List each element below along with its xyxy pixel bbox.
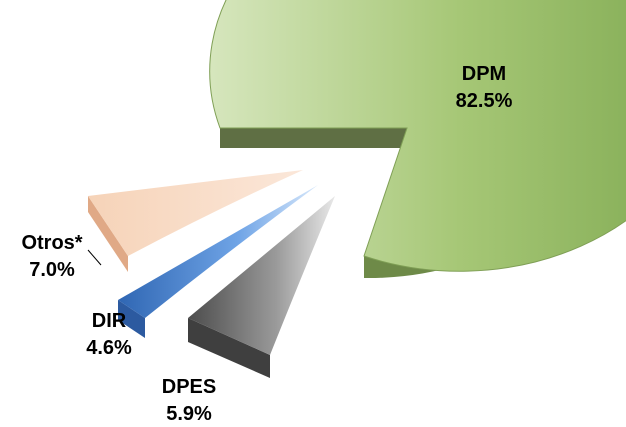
label-otros-name: Otros* bbox=[21, 232, 82, 254]
leader-line-otros bbox=[87, 249, 102, 266]
slice-otros bbox=[88, 170, 303, 256]
label-dpes-name: DPES bbox=[162, 376, 216, 398]
slice-side-dpm bbox=[220, 128, 407, 148]
slice-side-dpes bbox=[188, 318, 270, 378]
label-dpm-value: 82.5% bbox=[456, 90, 513, 112]
label-dir-value: 4.6% bbox=[86, 337, 132, 359]
slice-dir bbox=[118, 185, 318, 318]
label-otros-value: 7.0% bbox=[29, 259, 75, 281]
slice-side-dir bbox=[118, 300, 145, 338]
label-dpm-name: DPM bbox=[462, 63, 506, 85]
slice-dpm bbox=[209, 0, 626, 272]
slice-dpes bbox=[188, 196, 335, 355]
slice-side-otros bbox=[88, 196, 128, 272]
label-dpes-value: 5.9% bbox=[166, 403, 212, 425]
label-dir-name: DIR bbox=[92, 310, 127, 332]
